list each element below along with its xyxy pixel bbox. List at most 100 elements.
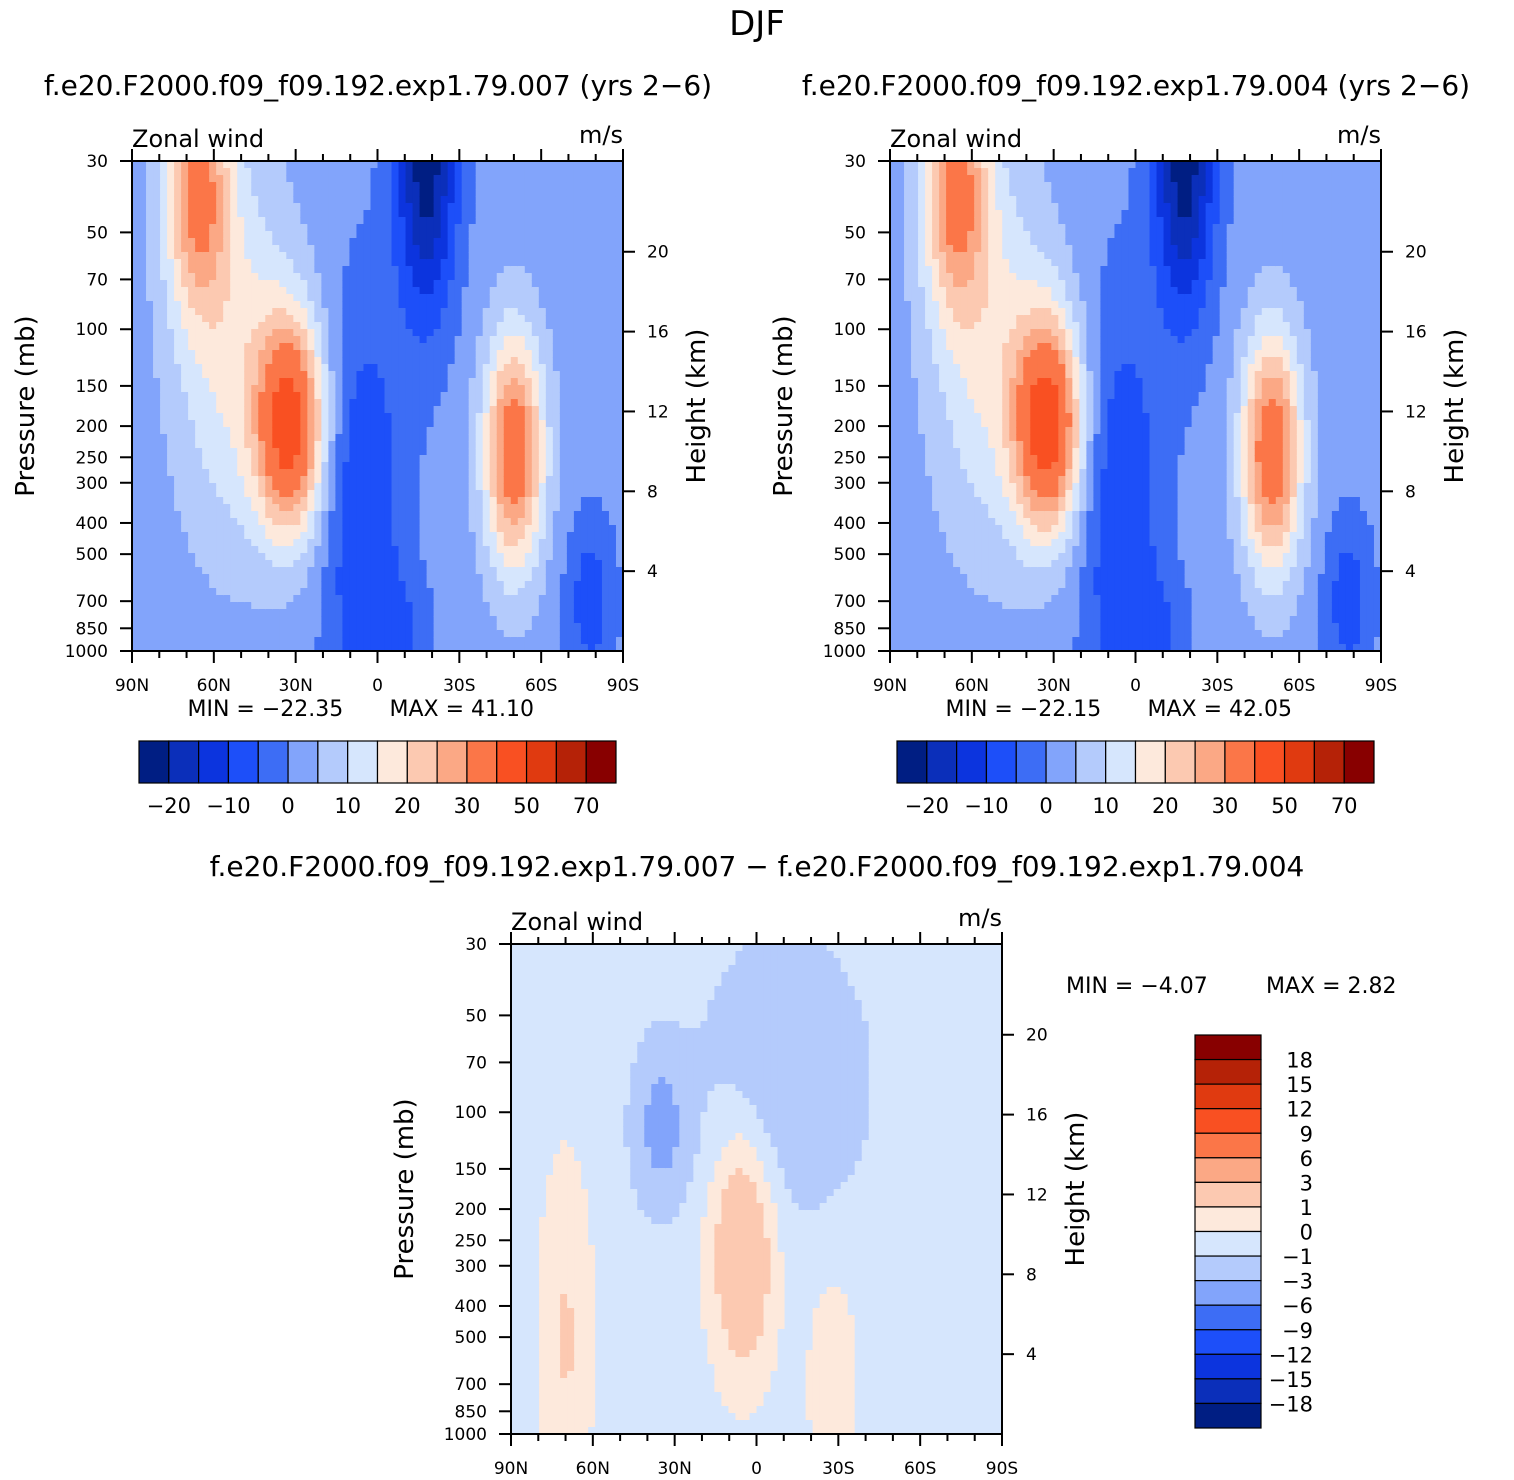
contour-cell [230, 364, 238, 372]
contour-cell [475, 210, 484, 218]
contour-cell [566, 483, 575, 491]
contour-cell [146, 630, 154, 638]
contour-cell [216, 280, 224, 288]
contour-cell [181, 357, 189, 365]
contour-cell [608, 623, 617, 631]
contour-cell [132, 567, 140, 575]
contour-cell [160, 385, 168, 393]
contour-cell [146, 406, 154, 414]
contour-cell [216, 644, 224, 652]
contour-cell [377, 574, 386, 582]
contour-cell [468, 483, 477, 491]
contour-cell [265, 476, 273, 484]
contour-cell [580, 350, 589, 358]
contour-cell [251, 483, 259, 491]
contour-cell [314, 525, 322, 533]
contour-cell [342, 364, 351, 372]
contour-cell [489, 553, 498, 561]
contour-cell [321, 462, 329, 470]
contour-cell [209, 623, 217, 631]
contour-cell [153, 273, 161, 281]
contour-cell [335, 602, 344, 610]
contour-cell [132, 532, 140, 540]
contour-cell [223, 581, 231, 589]
contour-cell [216, 546, 224, 554]
contour-cell [510, 609, 519, 617]
contour-cell [209, 392, 217, 400]
contour-cell [482, 525, 491, 533]
contour-cell [454, 294, 463, 302]
contour-cell [580, 336, 589, 344]
contour-cell [580, 518, 589, 526]
contour-cell [195, 518, 203, 526]
contour-cell [545, 175, 554, 183]
contour-cell [482, 357, 491, 365]
contour-cell [489, 336, 498, 344]
contour-cell [272, 343, 280, 351]
contour-cell [286, 161, 294, 169]
contour-cell [174, 532, 182, 540]
contour-cell [419, 315, 428, 323]
contour-cell [510, 259, 519, 267]
contour-cell [510, 434, 519, 442]
contour-cell [279, 504, 287, 512]
contour-cell [419, 273, 428, 281]
contour-cell [601, 357, 610, 365]
contour-cell [538, 455, 547, 463]
contour-cell [601, 336, 610, 344]
contour-cell [349, 413, 358, 421]
contour-cell [202, 427, 210, 435]
contour-cell [300, 196, 308, 204]
contour-cell [391, 203, 400, 211]
contour-cell [307, 210, 315, 218]
min-label: MIN = −22.35 [188, 697, 344, 722]
contour-cell [300, 266, 308, 274]
contour-cell [237, 252, 245, 260]
contour-cell [580, 602, 589, 610]
contour-cell [384, 329, 393, 337]
contour-cell [454, 644, 463, 652]
contour-cell [398, 595, 407, 603]
contour-cell [566, 532, 575, 540]
contour-cell [440, 448, 449, 456]
contour-cell [328, 616, 337, 624]
contour-cell [531, 560, 540, 568]
contour-cell [244, 546, 252, 554]
contour-cell [370, 343, 379, 351]
contour-cell [412, 357, 421, 365]
contour-cell [202, 378, 210, 386]
contour-cell [608, 315, 617, 323]
contour-cell [468, 350, 477, 358]
contour-cell [363, 210, 372, 218]
contour-cell [489, 518, 498, 526]
contour-cell [209, 434, 217, 442]
contour-cell [447, 168, 456, 176]
contour-cell [496, 203, 505, 211]
contour-cell [510, 231, 519, 239]
contour-cell [167, 322, 175, 330]
contour-cell [342, 441, 351, 449]
contour-cell [447, 623, 456, 631]
contour-cell [489, 497, 498, 505]
contour-cell [209, 371, 217, 379]
contour-cell [524, 245, 533, 253]
contour-cell [580, 525, 589, 533]
contour-cell [223, 371, 231, 379]
contour-cell [377, 238, 386, 246]
contour-cell [461, 609, 470, 617]
contour-cell [335, 546, 344, 554]
contour-cell [307, 259, 315, 267]
contour-cell [419, 203, 428, 211]
contour-cell [286, 427, 294, 435]
contour-cell [566, 273, 575, 281]
contour-cell [433, 343, 442, 351]
contour-cell [356, 504, 365, 512]
colorbar-swatch [198, 740, 230, 784]
contour-cell [433, 210, 442, 218]
contour-cell [412, 287, 421, 295]
contour-cell [335, 504, 344, 512]
contour-cell [370, 210, 379, 218]
contour-cell [356, 168, 365, 176]
contour-cell [419, 427, 428, 435]
contour-cell [195, 427, 203, 435]
